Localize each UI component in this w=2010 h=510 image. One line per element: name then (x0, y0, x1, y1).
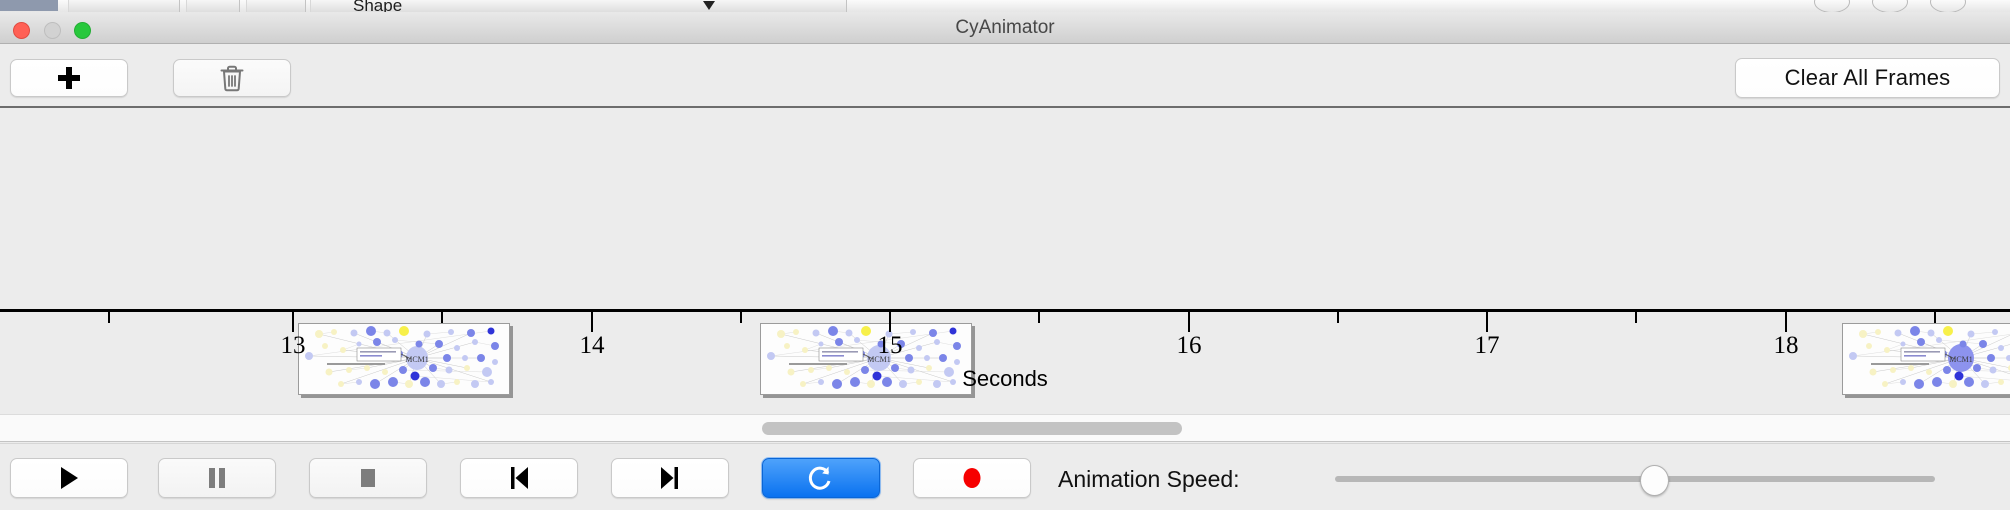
skip-start-icon (511, 467, 528, 489)
clear-all-frames-button[interactable]: Clear All Frames (1735, 58, 2000, 98)
window-title: CyAnimator (955, 17, 1055, 38)
timeline-minor-tick (108, 312, 110, 323)
animation-speed-slider-thumb[interactable] (1640, 465, 1669, 496)
timeline-major-tick (1785, 312, 1787, 332)
background-selected-tab (0, 0, 58, 11)
record-icon (963, 468, 981, 488)
timeline-major-tick (591, 312, 593, 332)
timeline-major-tick (1188, 312, 1190, 332)
skip-start-button[interactable] (460, 458, 578, 498)
timeline-tick-label: 2 (0, 332, 1, 360)
record-button[interactable] (913, 458, 1031, 498)
axis-title: Seconds (962, 366, 1048, 391)
animation-speed-slider[interactable] (1335, 476, 1935, 482)
svg-text:MCM1: MCM1 (1949, 355, 1973, 364)
timeline-major-tick (1486, 312, 1488, 332)
svg-text:MCM1: MCM1 (405, 355, 429, 364)
timeline-tick-label: 13 (280, 332, 306, 359)
timeline-minor-tick (1635, 312, 1637, 323)
timeline-minor-tick (740, 312, 742, 323)
background-caret-icon (703, 1, 715, 10)
minimize-button[interactable] (44, 22, 61, 39)
timeline-minor-tick (1934, 312, 1936, 323)
close-button[interactable] (13, 22, 30, 39)
maximize-button[interactable] (74, 22, 91, 39)
pause-icon (209, 468, 225, 488)
play-button[interactable] (10, 458, 128, 498)
timeline-minor-tick (441, 312, 443, 323)
loop-button[interactable] (762, 458, 880, 498)
toolbar: Clear All Frames (0, 45, 2010, 108)
timeline-pane[interactable]: MCM1 MCM1 MCM1 2 13 14 15 16 17 18 Seconds (0, 108, 2010, 413)
timeline-minor-tick (1337, 312, 1339, 323)
pause-button (158, 458, 276, 498)
frame-thumbnail[interactable]: MCM1 (760, 323, 972, 395)
timeline-major-tick (889, 312, 891, 332)
frame-thumbnail[interactable]: MCM1 (298, 323, 510, 395)
clear-all-frames-label: Clear All Frames (1784, 65, 1951, 90)
background-tab (68, 0, 180, 12)
timeline-tick-label: 17 (1474, 332, 1500, 359)
timeline-tick-label: 16 (1176, 332, 1202, 359)
background-window-label: Shape (353, 0, 403, 13)
timeline-scrollbar[interactable] (0, 414, 2010, 442)
add-frame-button[interactable] (10, 59, 128, 97)
timeline-scrollbar-thumb[interactable] (762, 422, 1182, 435)
titlebar: CyAnimator (0, 12, 2010, 44)
skip-end-icon (661, 467, 678, 489)
skip-end-button[interactable] (611, 458, 729, 498)
plus-icon (58, 67, 80, 89)
background-window-strip: Shape (0, 0, 2010, 13)
timeline-tick-label: 18 (1773, 332, 1799, 359)
timeline-tick-label: 14 (579, 332, 605, 359)
frame-thumbnail[interactable]: MCM1 (1842, 323, 2010, 395)
timeline-axis (0, 309, 2010, 312)
stop-button (309, 458, 427, 498)
delete-frame-button[interactable] (173, 59, 291, 97)
transport-bar: Animation Speed: (0, 443, 2010, 510)
trash-icon (220, 65, 244, 92)
timeline-major-tick (292, 312, 294, 332)
background-tab (246, 0, 306, 12)
timeline-minor-tick (1038, 312, 1040, 323)
timeline-tick-label: 15 (877, 332, 903, 359)
svg-text:MCM1: MCM1 (867, 355, 891, 364)
animation-speed-label: Animation Speed: (1058, 466, 1240, 492)
play-icon (61, 467, 78, 489)
stop-icon (361, 469, 375, 487)
background-tab (186, 0, 240, 12)
loop-icon (808, 466, 831, 490)
